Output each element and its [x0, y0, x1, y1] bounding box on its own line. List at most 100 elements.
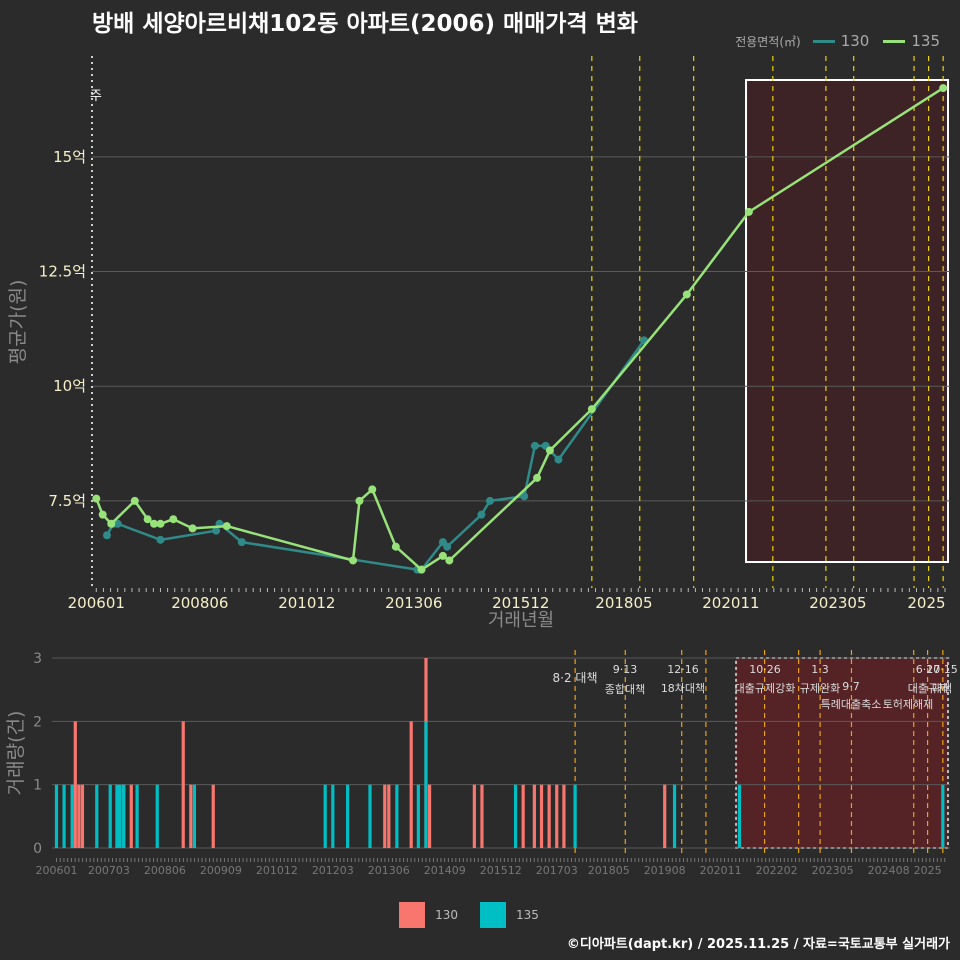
bottom-legend: 130 135	[0, 902, 960, 928]
x-tick-label: 201512	[480, 864, 522, 877]
bar-135	[54, 784, 59, 848]
policy-annotation-text: 특례대출축소	[821, 698, 882, 711]
policy-annotation-date: 12·16	[667, 663, 699, 676]
series-line-130	[105, 339, 646, 571]
corner-label: 주	[90, 89, 102, 104]
data-point-135	[150, 519, 159, 528]
bar-135	[108, 784, 112, 848]
x-tick-label: 202011	[702, 594, 759, 612]
bar-130	[562, 784, 566, 848]
policy-annotation-text: 18차대책	[661, 682, 705, 695]
y-tick-label: 0	[33, 841, 42, 857]
legend-swatch-135	[883, 39, 906, 43]
y-axis-title: 거래량(건)	[5, 711, 27, 796]
x-tick-label: 202408	[868, 864, 910, 877]
bar-130	[409, 721, 413, 848]
bar-130	[383, 784, 387, 848]
bar-130	[211, 784, 215, 848]
bar-135	[368, 784, 372, 848]
bar-130	[80, 784, 85, 848]
data-point-135	[92, 494, 101, 503]
data-point-135	[744, 207, 753, 216]
legend-bottom-label-130: 130	[435, 908, 458, 922]
policy-annotation-text: 대책	[932, 682, 952, 695]
data-point-130	[113, 519, 122, 528]
data-point-130	[477, 510, 486, 519]
bar-130	[521, 784, 525, 848]
data-point-135	[355, 496, 364, 505]
data-point-135	[169, 515, 178, 524]
data-point-135	[391, 542, 400, 551]
bar-130	[387, 784, 391, 848]
x-tick-label: 201306	[385, 594, 442, 612]
top-legend: 전용면적(㎡) 130 135	[735, 32, 950, 50]
x-tick-label: 201012	[278, 594, 335, 612]
data-point-135	[545, 446, 554, 455]
bar-130	[472, 784, 476, 848]
data-point-130	[530, 441, 539, 450]
data-point-130	[212, 526, 221, 535]
x-tick-label: 2025	[907, 594, 945, 612]
x-tick-label: 200909	[200, 864, 242, 877]
bar-135	[941, 784, 945, 848]
policy-annotation-text: 규제완화	[800, 682, 840, 695]
x-tick-label: 201306	[368, 864, 410, 877]
data-point-130	[520, 492, 529, 501]
bar-130	[189, 784, 193, 848]
policy-annotation-date: 9·13	[613, 663, 638, 676]
x-tick-label: 201203	[312, 864, 354, 877]
legend-box-130	[399, 902, 426, 928]
bar-135	[672, 784, 677, 848]
y-tick-label: 7.5억	[48, 492, 86, 510]
x-axis-title: 거래년월	[488, 610, 554, 631]
data-point-135	[682, 290, 691, 299]
data-point-135	[130, 496, 139, 505]
policy-annotation-text: 종합대책	[605, 683, 645, 696]
x-tick-label: 200601	[35, 864, 77, 877]
policy-annotation-date: 6·27	[916, 663, 941, 676]
data-point-135	[533, 473, 542, 482]
price-panel: 7.5억 10억 12.5억 15억 주 200601 200806 201012 201306…	[7, 56, 950, 631]
bar-135	[115, 784, 119, 848]
data-point-130	[443, 542, 452, 551]
policy-annotation-text: 토허제해제	[883, 697, 934, 711]
data-point-135	[438, 551, 447, 560]
x-tick-label: 201805	[588, 864, 630, 877]
bar-130	[129, 784, 133, 848]
highlight-region	[735, 657, 950, 849]
x-tick-label: 202011	[700, 864, 742, 877]
highlight-region	[745, 79, 949, 563]
bar-135	[573, 784, 577, 848]
bar-130	[539, 784, 544, 848]
x-tick-label: 2025	[914, 864, 942, 877]
bar-135	[135, 784, 139, 848]
legend-label-135: 135	[911, 32, 940, 50]
x-tick-label: 201409	[424, 864, 466, 877]
bar-135	[331, 784, 335, 848]
policy-annotation-date: 10·15	[926, 663, 958, 676]
y-tick-label: 10억	[53, 377, 86, 395]
x-tick-label: 201012	[256, 864, 298, 877]
bar-135	[323, 784, 327, 848]
policy-annotation-text: 대출규제강화	[735, 682, 796, 695]
bar-135	[416, 784, 420, 848]
bar-135	[737, 784, 742, 848]
bar-135	[95, 784, 99, 848]
legend-bottom-label-135: 135	[516, 908, 539, 922]
volume-panel: 0 1 2 3 200601 200703 200806 200909 201012 201203…	[5, 650, 958, 877]
data-point-135	[417, 565, 426, 574]
data-point-135	[222, 522, 231, 531]
data-point-130	[554, 455, 563, 464]
bar-135	[118, 784, 122, 848]
data-point-135	[98, 510, 107, 519]
bar-130	[532, 784, 536, 848]
data-point-130	[237, 538, 246, 547]
policy-annotation-date: 8·2 대책	[553, 670, 598, 685]
x-tick-label: 201703	[536, 864, 578, 877]
x-tick-label: 200806	[171, 594, 228, 612]
policy-annotation-text: 대출규제	[908, 682, 948, 695]
data-point-135	[107, 519, 116, 528]
x-tick-label: 202305	[812, 864, 854, 877]
x-tick-label: 200703	[88, 864, 130, 877]
